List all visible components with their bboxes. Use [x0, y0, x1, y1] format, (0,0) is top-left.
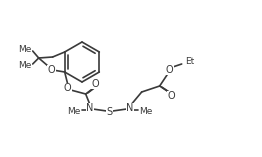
Text: O: O	[64, 83, 72, 93]
Text: Me: Me	[139, 106, 152, 116]
Text: N: N	[126, 103, 133, 113]
Text: O: O	[48, 65, 56, 75]
Text: N: N	[86, 103, 93, 113]
Text: Et: Et	[185, 57, 194, 67]
Text: O: O	[168, 91, 176, 101]
Text: Me: Me	[18, 44, 31, 54]
Text: Me: Me	[18, 62, 31, 70]
Text: O: O	[92, 79, 100, 89]
Text: Me: Me	[67, 106, 80, 116]
Text: S: S	[107, 107, 113, 117]
Text: O: O	[166, 65, 173, 75]
